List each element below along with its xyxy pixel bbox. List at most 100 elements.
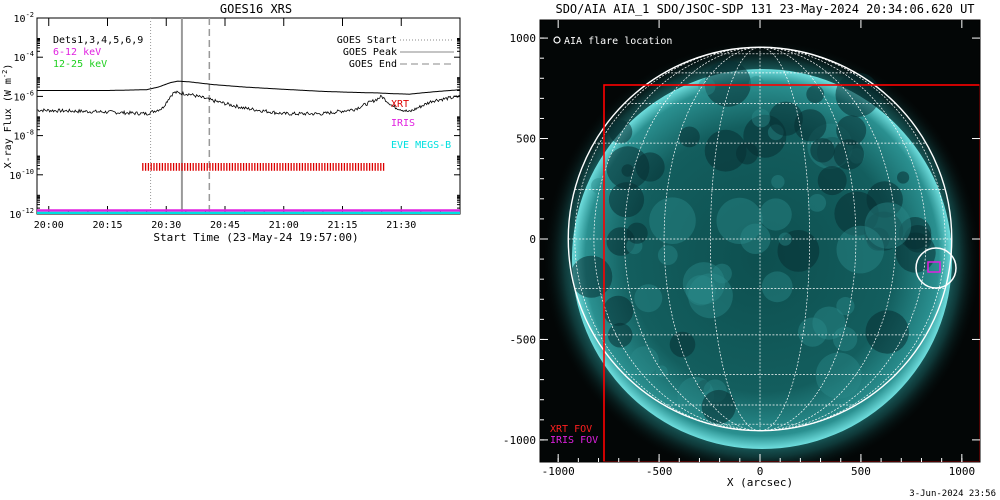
aia-xtick-label: 0 (757, 465, 764, 478)
disk-texture-blob (836, 115, 867, 146)
aia-ytick-label: 1000 (510, 32, 537, 45)
aia-xtick-label: 1000 (949, 465, 976, 478)
iris-fov-label: IRIS FOV (550, 435, 598, 446)
goes-ytick-label: 10-6 (14, 89, 34, 103)
xrt-fov-box (603, 84, 980, 462)
longitude-line (574, 46, 761, 432)
goes-xlabel: Start Time (23-May-24 19:57:00) (153, 231, 358, 244)
disk-texture-blob (704, 129, 747, 172)
goes-ylabel: X-ray Flux (W m-2) (1, 64, 14, 169)
legend-6-12kev: 6-12 keV (53, 47, 101, 58)
longitude-line (759, 46, 857, 432)
aia-image (542, 39, 980, 462)
goes-y-ticks: 10-2 10-4 10-6 10-8 10-10 10-12 (9, 11, 460, 221)
legend-goes-start: GOES Start (337, 35, 397, 46)
disk-texture-blob (716, 197, 763, 244)
goes-title: GOES16 XRS (220, 2, 292, 16)
goes-ytick-label: 10-12 (9, 207, 34, 221)
legend-goes-end: GOES End (349, 59, 397, 70)
goes-plot-area (37, 18, 460, 214)
aia-xtick-label: -500 (646, 465, 673, 478)
disk-texture-blob (685, 275, 716, 306)
heliographic-grid (567, 46, 953, 432)
aia-xlabel: X (arcsec) (727, 476, 793, 489)
aia-ytick-label: 0 (529, 233, 536, 246)
disk-texture-blob (608, 182, 645, 218)
disk-texture-blob (832, 326, 858, 352)
longitude-line (759, 46, 810, 432)
disk-texture-blob (712, 263, 732, 284)
goes-legend-left: Dets1,3,4,5,6,9 6-12 keV 12-25 keV (53, 35, 143, 70)
goes-ytick-label: 10-4 (14, 50, 34, 64)
disk-texture-blob (570, 255, 613, 298)
disk-texture-blob (626, 222, 648, 244)
disk-texture-blob (697, 379, 711, 393)
aia-ytick-label: -500 (510, 333, 537, 346)
disk-texture-blob (657, 245, 678, 266)
disk-texture-blob (679, 126, 700, 148)
disk-texture-blob (704, 60, 751, 107)
disk-texture-blob (778, 232, 792, 246)
disk-texture-blob (815, 352, 862, 399)
goes-xtick-label: 21:15 (327, 220, 357, 231)
disk-texture-blob (751, 108, 771, 128)
legend-dets: Dets1,3,4,5,6,9 (53, 35, 143, 46)
goes-panel: GOES16 XRS 10-2 10-4 10-6 10-8 10-10 10-12 20… (1, 2, 461, 244)
longitude-line (759, 46, 946, 432)
label-iris: IRIS (391, 118, 415, 129)
aia-ytick-label: -1000 (503, 434, 536, 447)
disk-texture (570, 60, 936, 424)
longitude-line (759, 46, 927, 432)
longitude-line (624, 46, 761, 432)
disk-texture-blob (701, 389, 736, 424)
footer-date: 3-Jun-2024 23:56 (909, 489, 996, 499)
disk-texture-blob (736, 142, 759, 165)
longitude-line (759, 46, 896, 432)
aia-xtick-label: -1000 (542, 465, 575, 478)
longitude-line (710, 46, 761, 432)
disk-texture-blob (817, 166, 847, 196)
disk-texture-blob (812, 306, 846, 340)
aia-axis-ticks: -1000 -500 0 500 1000 1000 500 0 -500 -1000 (503, 20, 980, 478)
goes-xtick-label: 21:00 (269, 220, 299, 231)
disk-texture-blob (864, 211, 904, 251)
disk-texture-blob (798, 317, 828, 347)
legend-goes-peak: GOES Peak (343, 47, 397, 58)
label-xrt: XRT (391, 99, 409, 110)
disk-texture-blob (698, 78, 716, 96)
goes-legend-right: GOES Start GOES Peak GOES End (337, 35, 454, 70)
goes-ytick-label: 10-8 (14, 129, 34, 143)
disk-texture-blob (759, 198, 792, 231)
goes-xtick-label: 20:15 (92, 220, 122, 231)
disk-texture-blob (606, 146, 650, 190)
disk-texture-blob (603, 295, 634, 326)
iris-fov-box (927, 261, 941, 273)
goes-xtick-label: 20:30 (151, 220, 181, 231)
disk-texture-blob (669, 331, 696, 358)
disk-texture-blob (808, 194, 827, 212)
disk-texture-blob (895, 232, 936, 273)
disk-texture-blob (688, 273, 733, 319)
goes-ytick-label: 10-2 (14, 11, 34, 25)
disk-texture-blob (836, 297, 855, 316)
disk-texture-blob (649, 197, 696, 244)
disk-texture-blob (833, 139, 864, 170)
disk-texture-blob (897, 171, 910, 184)
aia-legend-marker (553, 36, 561, 44)
disk-texture-blob (629, 346, 659, 376)
disk-texture-blob (835, 72, 880, 118)
goes-xtick-label: 21:30 (386, 220, 416, 231)
goes-series-line (37, 80, 460, 95)
flare-location-circle (915, 247, 957, 289)
aia-xtick-label: 500 (851, 465, 871, 478)
goes-ytick-label: 10-10 (9, 168, 34, 182)
disk-texture-blob (634, 284, 663, 313)
disk-texture-blob (768, 101, 803, 136)
goes-xtick-label: 20:00 (34, 220, 64, 231)
aia-title: SDO/AIA AIA_1 SDO/JSOC-SDP 131 23-May-20… (555, 2, 974, 16)
disk-texture-blob (761, 271, 793, 303)
disk-texture-blob (777, 230, 820, 272)
legend-12-25kev: 12-25 keV (53, 59, 107, 70)
disk-texture-blob (682, 262, 726, 305)
